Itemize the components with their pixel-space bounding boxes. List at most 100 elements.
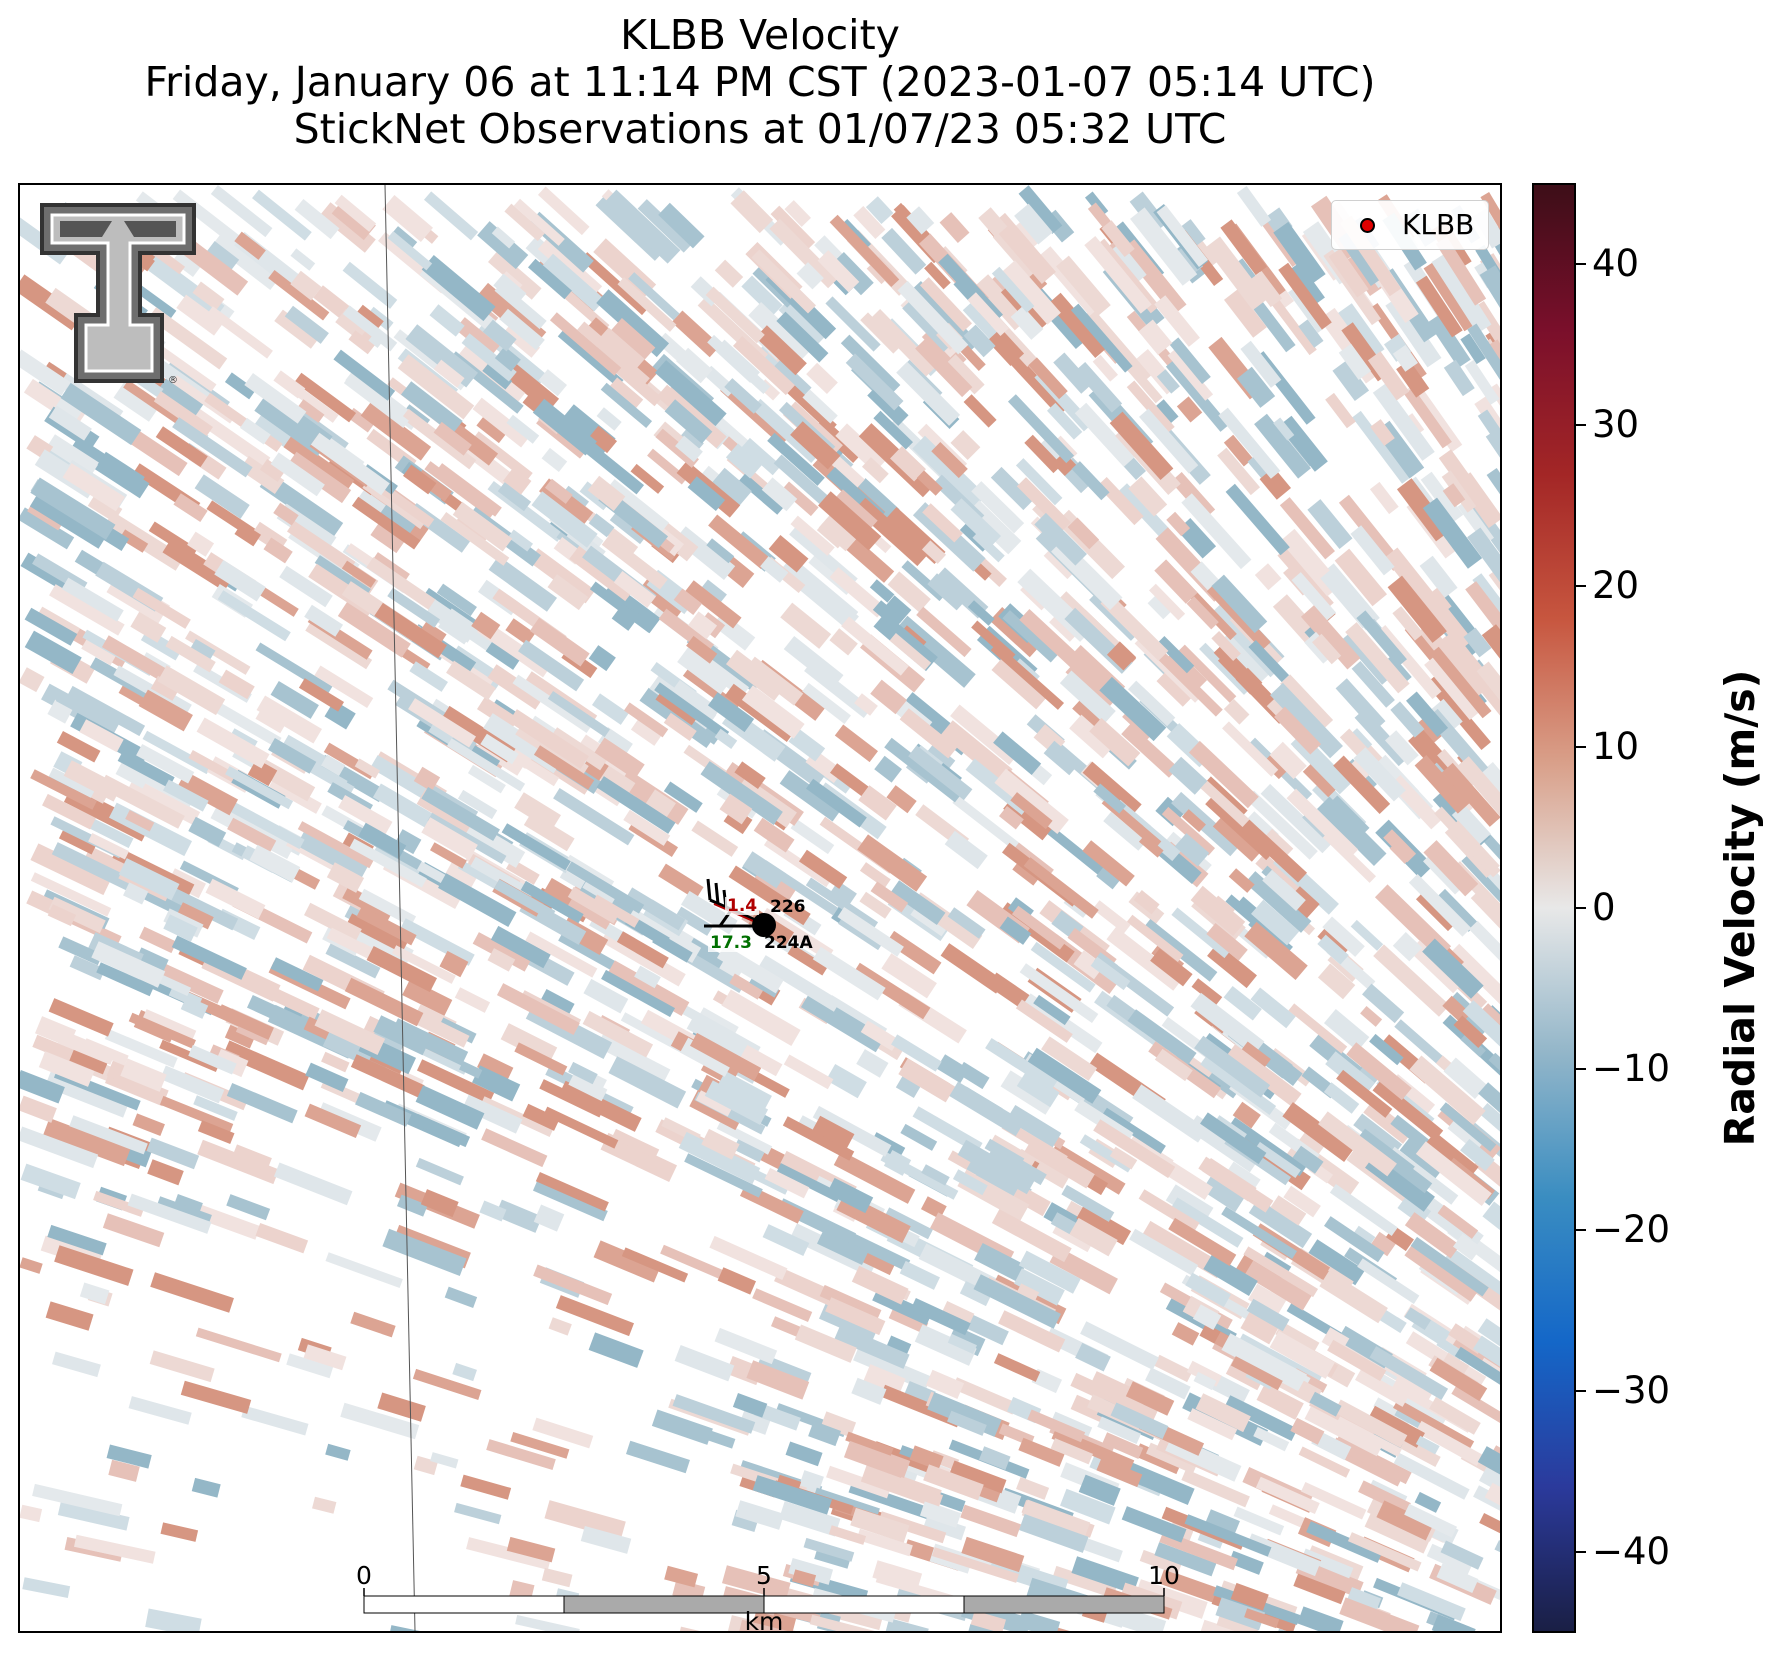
radar-gate [1142, 1220, 1225, 1279]
radar-gate [1010, 305, 1044, 340]
radar-gate [728, 865, 811, 926]
radar-gate [1076, 1204, 1132, 1246]
radar-gate [142, 252, 225, 320]
radar-gate [459, 1061, 483, 1079]
radar-gate [1300, 605, 1361, 670]
radar-gate [993, 731, 1042, 776]
radar-gate [785, 1441, 823, 1467]
radar-gate [1243, 1246, 1319, 1298]
radar-gate [568, 1073, 608, 1102]
radar-gate [1018, 1514, 1089, 1553]
radar-gate [514, 792, 561, 831]
colorbar-tick-label: 40 [1592, 241, 1640, 285]
radar-gate [700, 761, 783, 825]
radar-gate [1415, 1141, 1492, 1206]
radar-gate [57, 1501, 130, 1531]
radar-gate [195, 1327, 282, 1363]
radar-gate [127, 1193, 212, 1234]
radar-gate [1293, 1573, 1346, 1605]
radar-gate [936, 1054, 970, 1084]
radar-gate [1171, 791, 1241, 857]
radar-gate [1429, 1396, 1481, 1435]
radar-gate [587, 475, 626, 512]
radar-gate [525, 931, 598, 978]
radar-gate [141, 1009, 197, 1043]
radar-gate [20, 1069, 65, 1104]
radar-gate [180, 1380, 252, 1414]
radar-gate [87, 492, 123, 523]
radar-gate [1110, 1402, 1169, 1440]
colorbar-tick-label: 10 [1592, 724, 1640, 768]
radar-gate [1442, 995, 1471, 1024]
radar-gate [270, 681, 319, 719]
radar-gate [1101, 220, 1135, 258]
radar-gate [1415, 1435, 1440, 1455]
radar-gate [270, 452, 325, 497]
radar-gate [132, 1113, 165, 1137]
radar-gate [1154, 295, 1200, 347]
radar-gate [1288, 1003, 1348, 1054]
radar-gate [850, 1507, 910, 1543]
radar-gate [1429, 698, 1463, 734]
radar-gate [477, 1053, 514, 1082]
colorbar-tick [1576, 1068, 1586, 1071]
radar-gate [802, 682, 851, 724]
radar-gate [81, 636, 118, 666]
radar-gate [854, 478, 900, 522]
radar-gate [833, 1150, 916, 1204]
radar-gate [600, 1132, 678, 1182]
radar-gate [1383, 829, 1417, 863]
radar-gate [1488, 1052, 1500, 1079]
radar-gate [177, 771, 239, 816]
radar-gate [947, 1333, 977, 1355]
radar-gate [252, 189, 312, 241]
title-line-2: Friday, January 06 at 11:14 PM CST (2023… [144, 58, 1376, 106]
radar-gate [1392, 606, 1424, 641]
radar-gate [52, 1351, 101, 1378]
radar-gate [1181, 1469, 1250, 1508]
radar-gate [637, 577, 686, 621]
radar-gate [1133, 890, 1160, 915]
radar-gate [1200, 780, 1254, 831]
radar-gate [603, 189, 681, 264]
radar-gate [826, 1465, 891, 1499]
radar-gate [20, 349, 71, 396]
radar-gate [423, 191, 479, 241]
radar-gate [1451, 804, 1491, 845]
radar-gate [1195, 1393, 1251, 1433]
radar-gate [255, 642, 333, 695]
radar-gate [567, 895, 613, 930]
colorbar-tick-label: 20 [1592, 563, 1640, 607]
radar-gate [949, 1460, 1007, 1494]
radar-velocity-map[interactable]: ® 1.4 226 [18, 183, 1502, 1633]
radar-gate [370, 755, 437, 803]
radar-gate [880, 1384, 962, 1428]
radar-gate [159, 975, 192, 996]
radar-gate [284, 305, 329, 344]
radar-gate [595, 197, 663, 261]
title-line-1: KLBB Velocity [620, 11, 900, 59]
radar-gate [912, 435, 987, 509]
radar-gate [1422, 938, 1484, 999]
radar-gate [360, 401, 432, 461]
radar-gate [196, 717, 270, 769]
radar-gate [1389, 1156, 1433, 1194]
radar-gate [1082, 840, 1135, 887]
radar-gate [1440, 1540, 1484, 1570]
radar-gate [1165, 359, 1230, 432]
radar-gate [1333, 1399, 1408, 1448]
radar-gate [1027, 1409, 1086, 1443]
radar-gate [1312, 633, 1342, 665]
radar-gate [494, 282, 547, 330]
radar-gate [1369, 481, 1399, 515]
radar-gate [1013, 220, 1041, 249]
radar-gate [760, 907, 834, 961]
radar-gate [708, 514, 770, 570]
radar-gate [227, 817, 277, 853]
radar-gate [753, 817, 795, 853]
radar-gate [859, 891, 892, 919]
radar-gate [20, 1095, 57, 1123]
radar-gate [415, 1085, 485, 1130]
radar-gate [859, 862, 891, 889]
radar-gate [296, 831, 369, 881]
